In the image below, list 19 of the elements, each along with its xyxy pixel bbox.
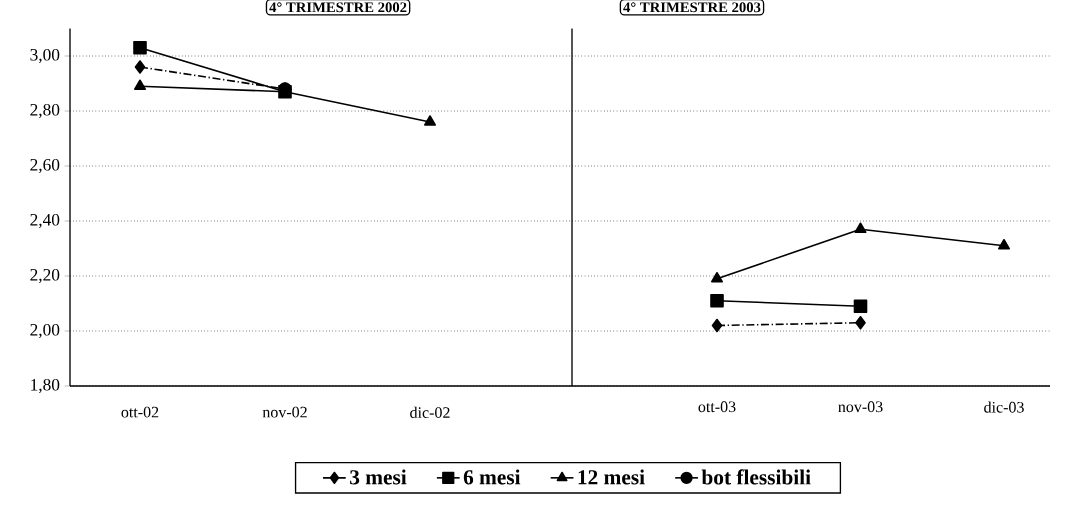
x-tick-label: dic-03	[984, 401, 1024, 413]
y-tick-label: 3,00	[30, 48, 60, 64]
legend-label: 3 mesi	[350, 469, 407, 485]
y-tick-label: 2,80	[30, 103, 60, 119]
x-tick-label: nov-03	[838, 401, 883, 413]
y-tick-label: 1,80	[31, 378, 60, 394]
x-tick-label: dic-02	[410, 406, 450, 418]
x-tick-label: nov-02	[262, 406, 307, 418]
y-tick-label: 2,40	[30, 213, 60, 229]
x-tick-label: ott-03	[698, 401, 736, 413]
legend-label: 6 mesi	[463, 469, 521, 485]
x-tick-label: ott-02	[121, 406, 159, 418]
y-tick-label: 2,00	[30, 323, 60, 339]
legend-label: 12 mesi	[578, 469, 645, 485]
y-tick-label: 2,60	[30, 158, 60, 174]
chart-title: 4° TRIMESTRE 2003	[623, 2, 761, 13]
chart-title: 4° TRIMESTRE 2002	[269, 2, 407, 13]
legend-label: bot flessibili	[701, 469, 811, 485]
y-tick-label: 2,20	[30, 268, 60, 284]
